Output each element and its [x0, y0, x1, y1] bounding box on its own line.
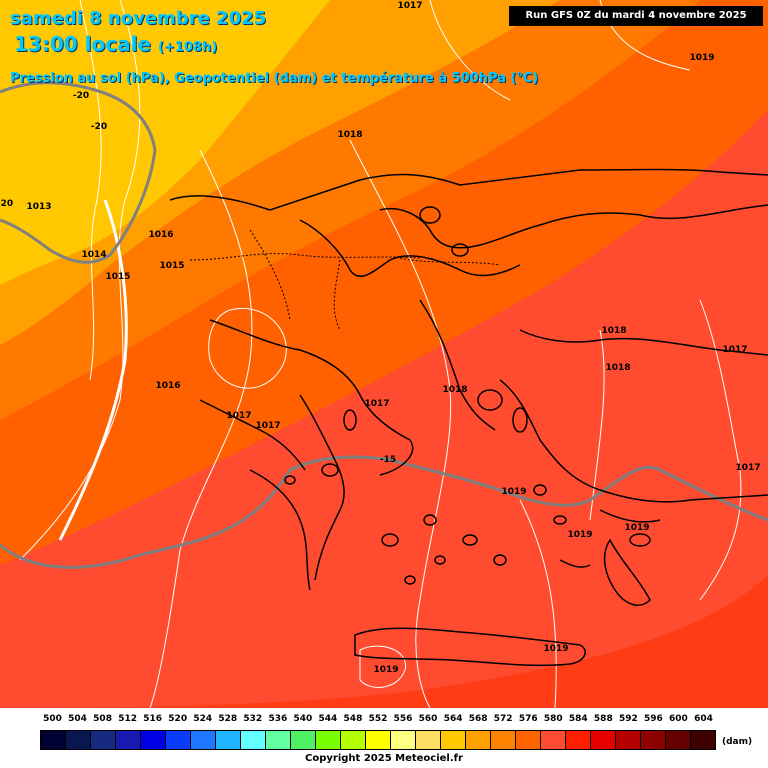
legend-swatch: [466, 731, 491, 749]
legend-tick: 540: [293, 714, 313, 724]
isotherms: [0, 81, 768, 569]
legend-tick: 564: [443, 714, 463, 724]
legend-swatch: [241, 731, 266, 749]
pressure-label: 1017: [364, 399, 389, 409]
legend-swatch: [616, 731, 641, 749]
pressure-label: 1016: [148, 230, 173, 240]
legend-swatch: [41, 731, 66, 749]
pressure-label: 1019: [501, 487, 526, 497]
legend-tick: 508: [93, 714, 112, 724]
legend-tick: 516: [143, 714, 163, 724]
legend-tick: 588: [593, 714, 613, 724]
coastlines: [169, 168, 768, 667]
legend-tick: 580: [543, 714, 563, 724]
legend-tick: 600: [669, 714, 688, 724]
temperature-label: -20: [91, 122, 107, 132]
run-info: Run GFS 0Z du mardi 4 novembre 2025: [509, 6, 763, 26]
legend-swatch: [641, 731, 666, 749]
legend-swatch: [566, 731, 591, 749]
legend-tick: 576: [518, 714, 538, 724]
legend-swatch: [191, 731, 216, 749]
pressure-label: 1017: [735, 463, 760, 473]
pressure-label: 1018: [442, 385, 467, 395]
pressure-label: 1015: [105, 272, 130, 282]
copyright: Copyright 2025 Meteociel.fr: [305, 753, 463, 764]
legend-swatch: [216, 731, 241, 749]
pressure-label: 1019: [373, 665, 398, 675]
map-subtitle: Pression au sol (hPa), Geopotentiel (dam…: [10, 71, 539, 86]
legend-swatch: [666, 731, 691, 749]
legend-swatch: [516, 731, 541, 749]
legend-tick: 556: [393, 714, 413, 724]
temperature-labels: -20 -20 -20 -15: [0, 91, 396, 465]
legend-swatch: [391, 731, 416, 749]
legend-tick: 532: [243, 714, 263, 724]
pressure-label: 1013: [26, 202, 51, 212]
pressure-labels: 1017 1019 1018 1013 1014 1015 1016 1015 …: [26, 1, 760, 675]
legend-swatch: [416, 731, 441, 749]
forecast-lead-time: (+108h): [157, 40, 218, 55]
forecast-time: 13:00 locale (+108h): [14, 32, 217, 56]
legend-swatch: [316, 731, 341, 749]
pressure-label: 1017: [255, 421, 280, 431]
legend-tick: 504: [68, 714, 87, 724]
temperature-label: -20: [0, 199, 13, 209]
pressure-label: 1017: [722, 345, 747, 355]
legend-tick: 604: [694, 714, 713, 724]
legend-tick: 584: [568, 714, 588, 724]
borders: [189, 229, 501, 331]
legend-tick: 528: [218, 714, 238, 724]
forecast-date: samedi 8 novembre 2025: [10, 8, 267, 29]
pressure-label: 1018: [337, 130, 362, 140]
legend-tick: 568: [468, 714, 488, 724]
pressure-label: 1018: [601, 326, 626, 336]
legend-tick: 512: [118, 714, 138, 724]
legend-swatch: [266, 731, 291, 749]
legend-swatch: [66, 731, 91, 749]
colour-scale: [40, 730, 716, 750]
pressure-label: 1019: [624, 523, 649, 533]
legend-swatch: [491, 731, 516, 749]
legend-tick: 500: [43, 714, 62, 724]
legend-swatch: [291, 731, 316, 749]
legend-swatch: [591, 731, 616, 749]
legend-tick: 552: [368, 714, 388, 724]
temperature-label: -15: [380, 455, 396, 465]
legend-tick: 544: [318, 714, 338, 724]
legend-swatch: [441, 731, 466, 749]
legend-tick: 548: [343, 714, 363, 724]
legend-tick: 572: [493, 714, 513, 724]
pressure-label: 1016: [155, 381, 180, 391]
legend-swatch: [116, 731, 141, 749]
legend-tick: 560: [418, 714, 438, 724]
legend-tick: 520: [168, 714, 188, 724]
pressure-label: 1019: [543, 644, 568, 654]
legend-swatch: [341, 731, 366, 749]
legend-tick: 596: [644, 714, 663, 724]
legend-swatch: [141, 731, 166, 749]
legend-swatch: [366, 731, 391, 749]
band-yellow: [0, 0, 330, 285]
legend-unit: (dam): [722, 737, 753, 747]
legend-tick: 536: [268, 714, 288, 724]
pressure-label: 1019: [567, 530, 592, 540]
legend-tick: 524: [193, 714, 213, 724]
pressure-label: 1014: [81, 250, 106, 260]
legend-tick: 592: [618, 714, 638, 724]
legend-swatch: [541, 731, 566, 749]
temperature-label: -20: [73, 91, 89, 101]
pressure-label: 1017: [226, 411, 251, 421]
legend-swatch: [166, 731, 191, 749]
legend-swatch: [91, 731, 116, 749]
isobars: [19, 0, 742, 709]
forecast-time-text: 13:00 locale: [14, 32, 151, 56]
pressure-label: 1015: [159, 261, 184, 271]
legend-swatch: [691, 731, 715, 749]
pressure-label: 1019: [689, 53, 714, 63]
pressure-label: 1017: [397, 1, 422, 11]
pressure-label: 1018: [605, 363, 630, 373]
